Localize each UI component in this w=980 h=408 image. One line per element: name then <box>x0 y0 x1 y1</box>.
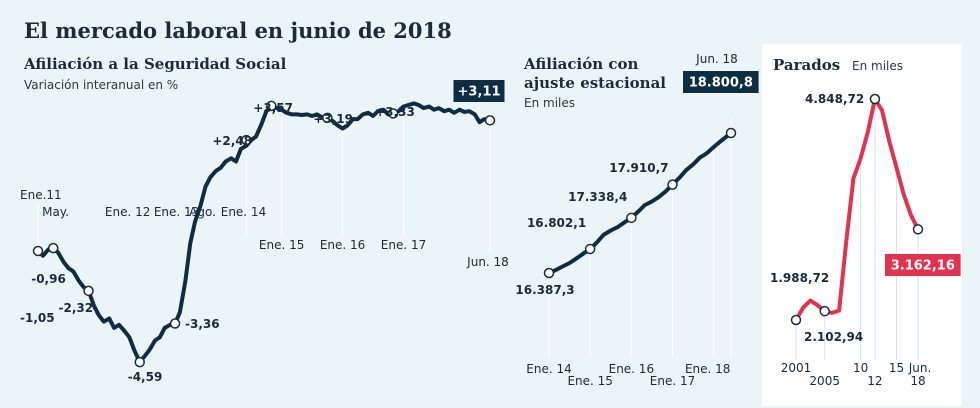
chart-parados-panel <box>762 44 962 406</box>
chart-parados-subtitle: En miles <box>852 59 903 73</box>
chart-afiliacion-tick-label: Ene. 14 <box>221 205 266 219</box>
chart-afiliacion-annotation: +2,48 <box>212 134 252 148</box>
chart-afiliacion-annotation: -4,59 <box>128 370 163 384</box>
chart-ajuste-title-line2: ajuste estacional <box>524 74 666 92</box>
chart-afiliacion-annotation: -0,96 <box>31 272 66 286</box>
chart-afiliacion: Afiliación a la Seguridad Social Variaci… <box>20 55 509 384</box>
chart-afiliacion-point <box>387 108 399 119</box>
chart-afiliacion-annotation: +3,57 <box>253 101 293 115</box>
chart-afiliacion-annotation: -2,32 <box>59 301 94 315</box>
chart-afiliacion-point <box>266 100 277 112</box>
chart-afiliacion-point <box>241 134 252 146</box>
chart-ajuste-annotation: 17.910,7 <box>609 161 668 175</box>
chart-parados-annotation: 1.988,72 <box>770 271 829 285</box>
chart-parados-tick-label: 2005 <box>809 374 840 388</box>
chart-afiliacion-point-last <box>484 115 496 126</box>
chart-afiliacion-annotation: -1,05 <box>20 311 55 325</box>
chart-afiliacion-tick-label: Ene. 16 <box>320 238 365 252</box>
chart-afiliacion-tick-label: May. <box>42 205 69 219</box>
chart-afiliacion-highlight-bg <box>453 80 505 102</box>
chart-ajuste-title-line1: Afiliación con <box>523 55 638 73</box>
chart-afiliacion-annotation: +3,19 <box>313 112 353 126</box>
chart-parados-tick-label: 12 <box>867 374 882 388</box>
chart-afiliacion-point <box>47 242 59 254</box>
chart-ajuste-tick-label: Ene. 14 <box>526 362 571 376</box>
chart-afiliacion-point <box>134 356 145 368</box>
chart-parados-point <box>819 305 830 317</box>
chart-ajuste-tick-label: Ene. 18 <box>685 362 730 376</box>
chart-ajuste-line <box>547 131 733 275</box>
chart-ajuste: Afiliación con ajuste estacional En mile… <box>515 52 759 388</box>
chart-parados-tick-label: 2001 <box>781 361 812 375</box>
chart-afiliacion-highlight: +3,11 <box>458 85 501 100</box>
chart-afiliacion-point <box>83 285 94 297</box>
chart-afiliacion-annotation: +3,33 <box>375 105 415 119</box>
chart-ajuste-annotation: 16.802,1 <box>527 216 586 230</box>
chart-afiliacion-tick-label: Ene.11 <box>20 188 62 202</box>
chart-afiliacion-title: Afiliación a la Seguridad Social <box>23 55 287 73</box>
chart-parados-title: Parados <box>773 56 840 74</box>
chart-parados-highlight: 3.162,16 <box>891 259 955 274</box>
page-title: El mercado laboral en junio de 2018 <box>24 18 452 43</box>
chart-afiliacion-annotation: -3,36 <box>185 317 220 331</box>
chart-afiliacion-tick-label: Ene. 17 <box>381 238 426 252</box>
chart-parados-tick-label: 10 <box>853 361 868 375</box>
chart-parados-annotation: 2.102,94 <box>804 330 863 344</box>
chart-ajuste-tick-label: Ene. 17 <box>650 374 695 388</box>
chart-afiliacion-tick-label: Ago. <box>189 205 216 219</box>
chart-ajuste-point <box>626 212 637 224</box>
chart-parados-tick-label: 18 <box>910 374 925 388</box>
chart-ajuste-point <box>543 267 555 279</box>
chart-parados-point <box>869 93 881 105</box>
chart-parados-annotation: 4.848,72 <box>805 92 864 106</box>
chart-afiliacion-tick-label: Ene. 13 <box>154 205 199 219</box>
chart-afiliacion-line <box>36 101 492 365</box>
chart-ajuste-annotation: 16.387,3 <box>515 283 574 297</box>
chart-parados-point-last <box>912 224 924 235</box>
chart-parados-tick-label: 15 <box>889 361 904 375</box>
chart-ajuste-tick-label: Ene. 15 <box>567 374 612 388</box>
chart-ajuste-tick-label: Ene. 16 <box>609 362 654 376</box>
chart-ajuste-highlight-bg <box>683 71 759 93</box>
chart-ajuste-point <box>667 179 678 190</box>
chart-ajuste-highlight: 18.800,8 <box>689 76 753 91</box>
chart-ajuste-tick-label: Jun. 18 <box>695 52 738 66</box>
chart-afiliacion-tick-label: Jun. 18 <box>466 255 509 269</box>
chart-parados-highlight-bg <box>885 254 961 276</box>
chart-parados-line <box>794 97 920 322</box>
chart-afiliacion-tick-label: Ene. 15 <box>259 238 304 252</box>
chart-ajuste-point-last <box>725 127 737 139</box>
chart-afiliacion-tick-label: Ene. 12 <box>105 205 150 219</box>
chart-ajuste-subtitle: En miles <box>524 96 575 110</box>
chart-afiliacion-subtitle: Variación interanual en % <box>24 78 178 92</box>
chart-parados-point <box>790 314 802 326</box>
chart-parados-tick-label: Jun. <box>908 361 932 375</box>
chart-afiliacion-point <box>169 318 181 329</box>
chart-afiliacion-point <box>32 245 44 257</box>
chart-ajuste-annotation: 17.338,4 <box>568 190 627 204</box>
chart-afiliacion-point <box>322 112 333 124</box>
chart-ajuste-point <box>584 243 596 255</box>
